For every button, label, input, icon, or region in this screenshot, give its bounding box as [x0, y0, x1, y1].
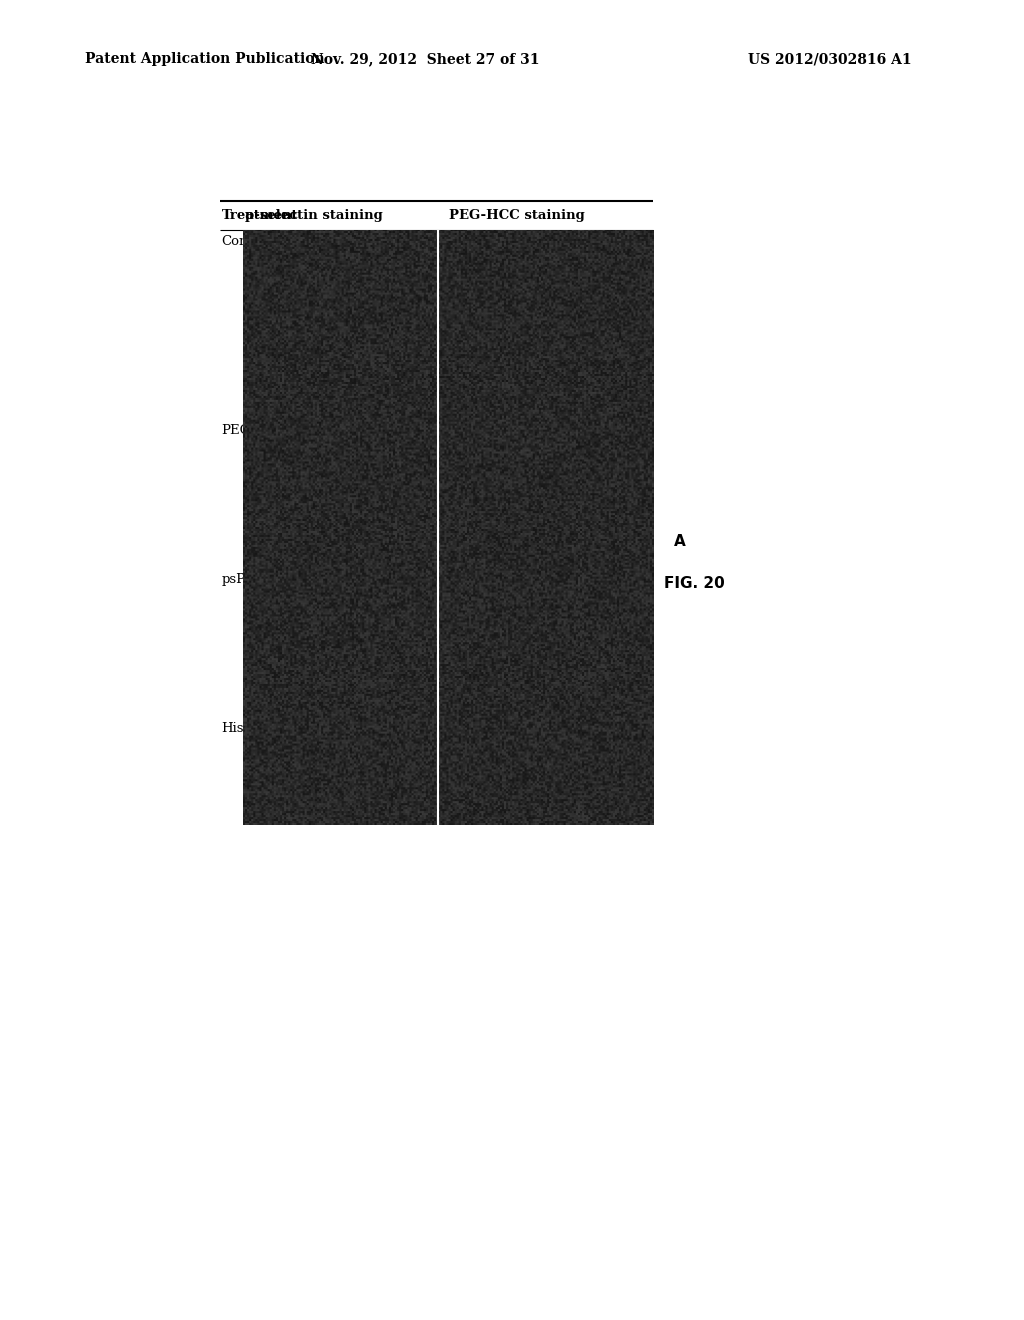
- Text: FIG. 20: FIG. 20: [664, 576, 724, 591]
- Text: Treatment: Treatment: [222, 209, 299, 222]
- Text: Patent Application Publication: Patent Application Publication: [85, 53, 325, 66]
- Text: Histamine: Histamine: [221, 722, 290, 735]
- Text: psPEG-HCC: psPEG-HCC: [221, 573, 302, 586]
- Text: A: A: [674, 533, 685, 549]
- Text: US 2012/0302816 A1: US 2012/0302816 A1: [748, 53, 911, 66]
- Text: Control: Control: [221, 235, 271, 248]
- Text: Nov. 29, 2012  Sheet 27 of 31: Nov. 29, 2012 Sheet 27 of 31: [310, 53, 540, 66]
- Text: p-selectin staining: p-selectin staining: [245, 209, 383, 222]
- Text: PEG-HCC: PEG-HCC: [221, 424, 287, 437]
- Text: PEG-HCC staining: PEG-HCC staining: [449, 209, 585, 222]
